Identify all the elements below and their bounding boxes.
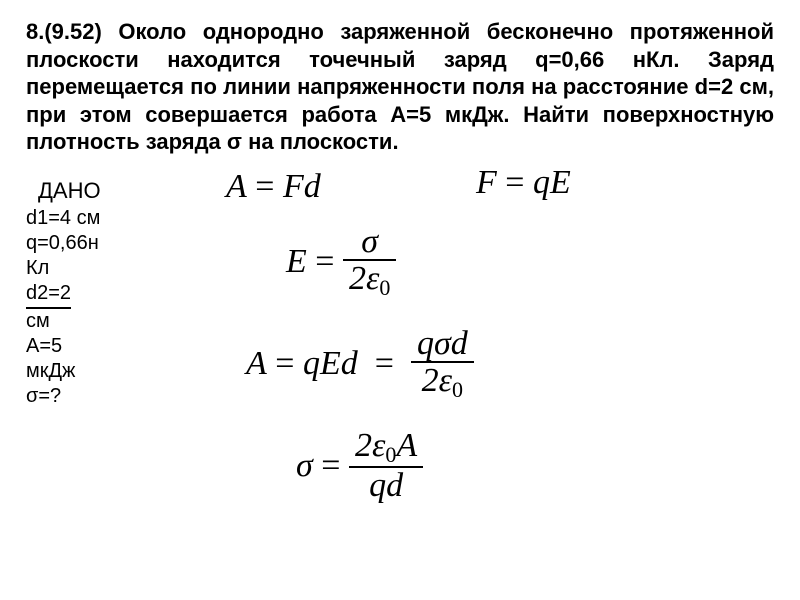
given-list: d1=4 см q=0,66н Кл d2=2 см A=5 мкДж σ=?	[26, 206, 144, 409]
equation-sigma-result: σ = 2ε0A qd	[296, 428, 423, 504]
problem-text: Около однородно заряженной бесконечно пр…	[26, 19, 774, 154]
problem-statement: 8.(9.52) Около однородно заряженной беск…	[26, 18, 774, 156]
equations-area: A = Fd F = qE E = σ 2ε0 A = q	[166, 166, 786, 526]
given-line: A=5	[26, 334, 144, 359]
given-line: см	[26, 309, 144, 334]
given-line: мкДж	[26, 359, 144, 384]
equation-field-sigma: E = σ 2ε0	[286, 224, 396, 300]
problem-number: 8.(9.52)	[26, 19, 102, 44]
given-line: d1=4 см	[26, 206, 144, 231]
equation-force-charge: F = qE	[476, 162, 571, 202]
equation-work-force: A = Fd	[226, 166, 321, 206]
given-line: Кл	[26, 256, 144, 281]
equation-work-expanded: A = qEd = qσd 2ε0	[246, 326, 474, 402]
given-title: ДАНО	[38, 178, 101, 204]
given-line: d2=2	[26, 281, 144, 309]
given-line: q=0,66н	[26, 231, 144, 256]
given-line: σ=?	[26, 384, 144, 409]
